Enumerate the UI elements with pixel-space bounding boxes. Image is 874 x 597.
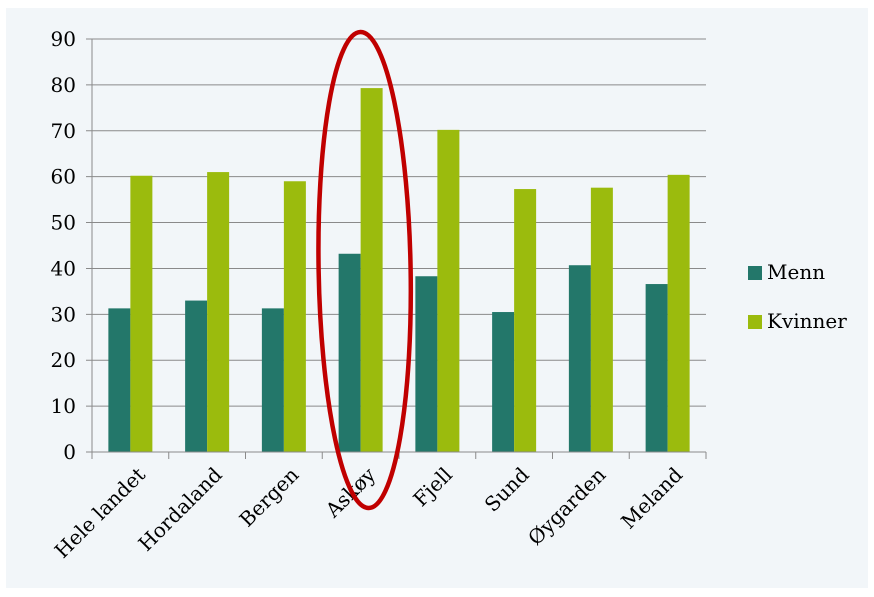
legend-label-kvinner: Kvinner: [767, 309, 847, 333]
x-category-label: Fjell: [408, 463, 457, 512]
bar-kvinner: [437, 129, 460, 453]
x-category-label: Bergen: [234, 462, 303, 531]
legend-swatch-menn: [748, 266, 762, 280]
bar-menn: [568, 265, 591, 452]
legend-swatch-kvinner: [748, 315, 762, 329]
x-category-label: Øygarden: [523, 462, 610, 549]
y-tick-label: 0: [63, 440, 76, 464]
y-tick-label: 20: [51, 348, 76, 372]
bar-menn: [185, 300, 208, 452]
legend-label-menn: Menn: [767, 260, 825, 284]
y-tick-label: 10: [51, 394, 76, 418]
bar-menn: [415, 276, 438, 452]
chart-panel: 0 10 20 30 40 50 60 70 80 90 Hele landet Hordaland B…: [6, 8, 868, 588]
bar-kvinner: [283, 181, 306, 452]
bar-menn: [338, 253, 361, 452]
x-category-label: Sund: [480, 462, 534, 516]
highlight-ellipse: [316, 29, 414, 511]
y-tick-label: 70: [51, 119, 76, 143]
y-tick-label: 30: [51, 302, 76, 326]
bar-kvinner: [360, 88, 383, 453]
bar-menn: [108, 308, 131, 452]
bar-kvinner: [590, 187, 613, 452]
bar-kvinner: [130, 175, 153, 452]
bar-menn: [492, 312, 515, 452]
x-category-label: Hordaland: [133, 462, 226, 555]
bar-menn: [261, 308, 284, 452]
bar-menn: [645, 284, 668, 452]
y-tick-label: 90: [51, 27, 76, 51]
bar-kvinner: [207, 172, 230, 453]
x-category-label: Meland: [616, 462, 687, 533]
y-tick-label: 80: [51, 73, 76, 97]
bar-kvinner: [667, 174, 690, 452]
y-tick-label: 60: [51, 165, 76, 189]
y-tick-label: 40: [51, 256, 76, 280]
bar-kvinner: [514, 189, 537, 452]
x-category-label: Hele landet: [50, 463, 150, 563]
y-tick-label: 50: [51, 211, 76, 235]
